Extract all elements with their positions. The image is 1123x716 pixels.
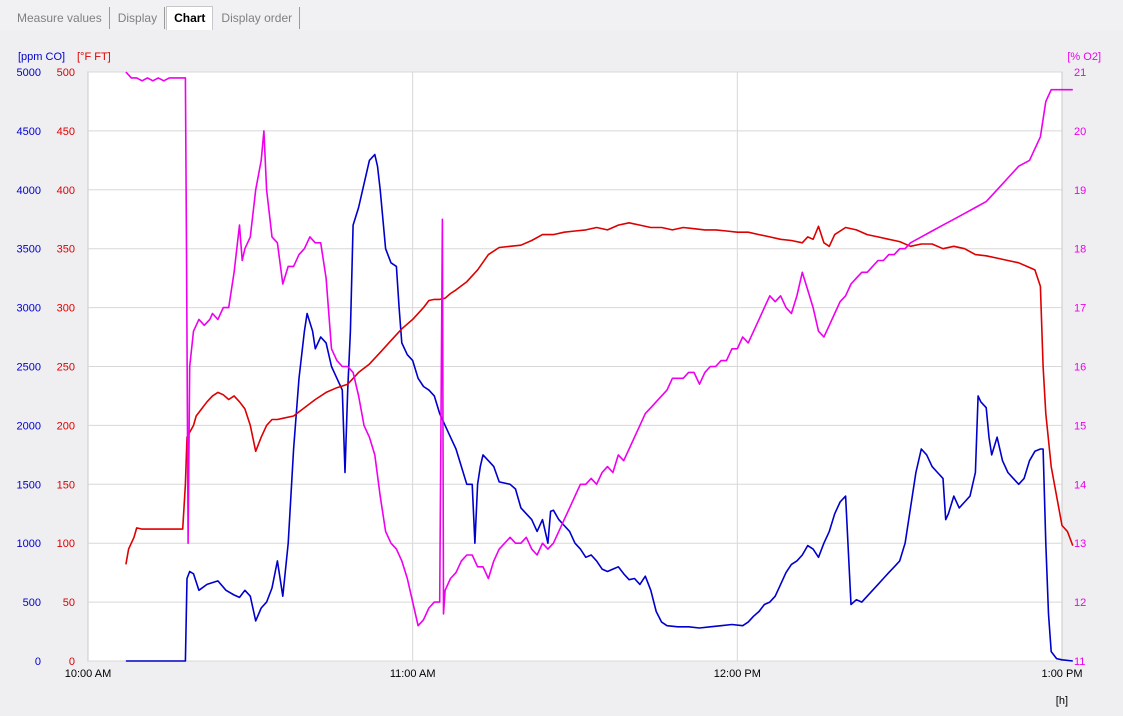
y-tick-o2: 18 bbox=[1074, 244, 1086, 256]
y-tick-co: 5000 bbox=[17, 67, 41, 79]
y-tick-o2: 13 bbox=[1074, 538, 1086, 550]
series-group bbox=[125, 71, 1074, 662]
x-axis: 10:00 AM 11:00 AM 12:00 PM 1:00 PM bbox=[65, 668, 1083, 680]
gridlines bbox=[88, 71, 1062, 662]
y-tick-co: 0 bbox=[35, 656, 41, 668]
y-tick-o2: 19 bbox=[1074, 185, 1086, 197]
y-axis-co: 0 500 1000 1500 2000 2500 3000 3500 4000 4500 5000 bbox=[17, 67, 41, 668]
y-tick-o2: 20 bbox=[1074, 126, 1086, 138]
line-chart: 0500100015002000250030003500400045005000… bbox=[0, 30, 1123, 716]
y-tick-co: 1000 bbox=[17, 538, 41, 550]
x-tick-label: 10:00 AM bbox=[65, 668, 111, 680]
y-tick-o2: 11 bbox=[1074, 656, 1085, 668]
y-tick-o2: 12 bbox=[1074, 597, 1086, 609]
series-line-ft bbox=[125, 222, 1074, 565]
y-tick-o2: 15 bbox=[1074, 420, 1086, 432]
y-tick-ft: 50 bbox=[63, 597, 75, 609]
tab-display[interactable]: Display bbox=[111, 7, 166, 29]
x-axis-unit-label: [h] bbox=[1056, 695, 1068, 707]
y-tick-co: 3500 bbox=[17, 244, 41, 256]
y-tick-ft: 150 bbox=[57, 479, 75, 491]
y-tick-co: 4500 bbox=[17, 126, 41, 138]
y-tick-ft: 200 bbox=[57, 420, 75, 432]
y-axis-co-label: [ppm CO] bbox=[18, 51, 65, 63]
y-axis-o2-label: [% O2] bbox=[1067, 51, 1101, 63]
y-tick-ft: 350 bbox=[57, 244, 75, 256]
tab-chart[interactable]: Chart bbox=[166, 6, 214, 31]
y-tick-co: 500 bbox=[23, 597, 41, 609]
y-tick-co: 2500 bbox=[17, 362, 41, 374]
y-tick-ft: 400 bbox=[57, 185, 75, 197]
y-axis-ft-label: [°F FT] bbox=[77, 51, 111, 63]
x-tick-label: 1:00 PM bbox=[1042, 668, 1083, 680]
y-tick-o2: 21 bbox=[1074, 67, 1086, 79]
y-tick-ft: 100 bbox=[57, 538, 75, 550]
y-tick-o2: 17 bbox=[1074, 303, 1086, 315]
y-tick-ft: 250 bbox=[57, 362, 75, 374]
tab-display-order[interactable]: Display order bbox=[214, 7, 301, 29]
series-line-o2 bbox=[125, 71, 1073, 627]
y-tick-o2: 16 bbox=[1074, 362, 1086, 374]
tab-bar: Measure values Display Chart Display ord… bbox=[0, 0, 1123, 31]
y-tick-co: 1500 bbox=[17, 479, 41, 491]
tab-measure-values[interactable]: Measure values bbox=[10, 7, 110, 29]
x-tick-label: 11:00 AM bbox=[390, 668, 436, 680]
y-tick-co: 3000 bbox=[17, 303, 41, 315]
y-tick-ft: 450 bbox=[57, 126, 75, 138]
y-tick-ft: 0 bbox=[69, 656, 75, 668]
tab-strip: Measure values Display Chart Display ord… bbox=[10, 6, 301, 31]
y-tick-ft: 500 bbox=[57, 67, 75, 79]
y-tick-o2: 14 bbox=[1074, 479, 1086, 491]
x-tick-label: 12:00 PM bbox=[714, 668, 761, 680]
y-tick-ft: 300 bbox=[57, 303, 75, 315]
y-tick-co: 2000 bbox=[17, 420, 41, 432]
y-axis-o2: 11 12 13 14 15 16 17 18 19 20 21 bbox=[1074, 67, 1086, 668]
y-tick-co: 4000 bbox=[17, 185, 41, 197]
y-axis-ft: 0 50 100 150 200 250 300 350 400 450 500 bbox=[57, 67, 75, 668]
series-line-co bbox=[125, 153, 1073, 662]
